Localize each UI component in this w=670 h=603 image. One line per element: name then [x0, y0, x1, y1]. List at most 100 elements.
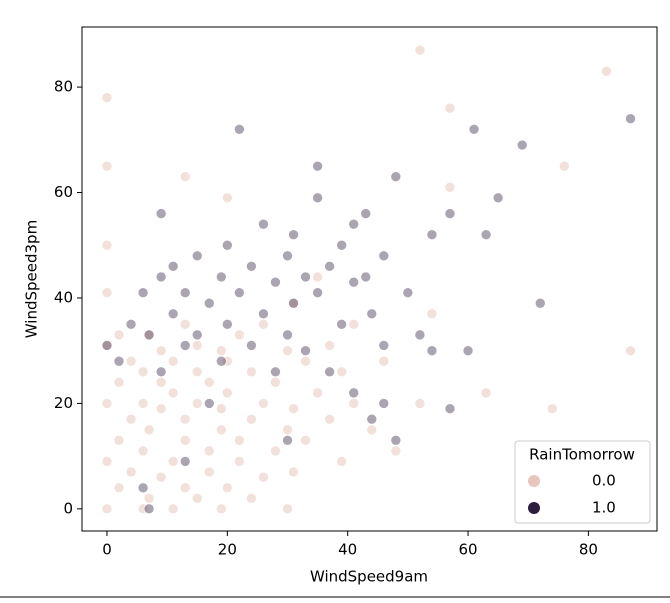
scatter-point: [462, 345, 474, 356]
scatter-point: [101, 398, 113, 409]
x-tick-label: 20: [218, 541, 237, 559]
scatter-point: [203, 297, 215, 309]
scatter-point: [167, 308, 179, 320]
scatter-point: [222, 355, 233, 367]
legend-label: 1.0: [592, 499, 616, 517]
scatter-point: [414, 398, 426, 409]
scatter-point: [125, 466, 137, 478]
scatter-point: [191, 493, 203, 504]
scatter-point: [216, 403, 227, 414]
scatter-point: [234, 435, 245, 446]
scatter-point: [143, 493, 155, 504]
scatter-point: [222, 319, 233, 330]
scatter-point: [101, 92, 113, 103]
scatter-point: [155, 377, 167, 388]
scatter-point: [270, 445, 281, 457]
scatter-point: [492, 192, 504, 204]
scatter-point: [426, 308, 438, 320]
scatter-point: [402, 287, 414, 299]
scatter-point: [390, 445, 402, 457]
scatter-point: [414, 329, 426, 341]
scatter-point: [191, 340, 203, 351]
plot-area: [101, 44, 636, 515]
scatter-point: [101, 160, 113, 172]
scatter-point: [444, 181, 456, 193]
scatter-point: [101, 340, 113, 351]
scatter-point: [234, 287, 245, 299]
scatter-point: [288, 297, 299, 309]
scatter-point: [300, 355, 311, 367]
scatter-point: [155, 208, 167, 219]
scatter-point: [113, 377, 125, 388]
scatter-point: [348, 218, 360, 230]
legend: RainTomorrow 0.0 1.0: [514, 440, 651, 524]
scatter-point: [155, 345, 167, 356]
x-tick-label: 40: [338, 541, 357, 559]
scatter-point: [258, 398, 269, 409]
scatter-point: [378, 398, 390, 409]
scatter-point: [480, 387, 492, 399]
scatter-point: [216, 345, 227, 356]
scatter-point: [101, 503, 113, 515]
scatter-point: [222, 482, 233, 494]
scatter-point: [137, 366, 149, 378]
scatter-point: [191, 398, 203, 409]
scatter-point: [258, 308, 269, 320]
scatter-point: [336, 319, 347, 330]
scatter-point: [300, 271, 311, 283]
scatter-point: [137, 503, 149, 515]
x-axis-label: WindSpeed9am: [310, 568, 428, 586]
scatter-point: [101, 456, 113, 467]
scatter-point: [390, 435, 402, 446]
scatter-point: [282, 424, 293, 436]
scatter-point: [222, 387, 233, 399]
scatter-point: [143, 329, 155, 341]
scatter-point: [143, 424, 155, 436]
y-tick-label: 0: [63, 499, 73, 517]
scatter-point: [101, 287, 113, 299]
scatter-point: [101, 239, 113, 251]
scatter-point: [246, 493, 257, 504]
scatter-point: [312, 271, 323, 283]
scatter-point: [324, 413, 335, 425]
scatter-point: [246, 366, 257, 378]
scatter-point: [125, 413, 137, 425]
scatter-point: [414, 44, 426, 56]
scatter-point: [468, 123, 480, 135]
scatter-point: [312, 387, 323, 399]
scatter-point: [179, 435, 191, 446]
scatter-point: [234, 329, 245, 341]
scatter-point: [203, 445, 215, 457]
scatter-point: [191, 250, 203, 262]
scatter-point: [270, 276, 281, 288]
scatter-point: [348, 398, 360, 409]
scatter-point: [258, 319, 269, 330]
scatter-point: [426, 345, 438, 356]
scatter-point: [625, 345, 636, 356]
scatter-point: [625, 113, 636, 125]
scatter-point: [113, 435, 125, 446]
scatter-point: [216, 271, 227, 283]
scatter-point: [222, 192, 233, 204]
scatter-point: [312, 160, 323, 172]
scatter-point: [288, 403, 299, 414]
scatter-point: [480, 229, 492, 241]
scatter-point: [155, 471, 167, 483]
scatter-point: [137, 482, 149, 494]
scatter-point: [282, 345, 293, 356]
scatter-point: [288, 466, 299, 478]
scatter-point: [113, 355, 125, 367]
scatter-point: [282, 329, 293, 341]
scatter-point: [426, 229, 438, 241]
legend-marker: [528, 475, 540, 487]
scatter-point: [137, 445, 149, 457]
scatter-point: [155, 403, 167, 414]
scatter-point: [559, 160, 570, 172]
scatter-point: [601, 65, 612, 77]
x-tick-label: 60: [458, 541, 477, 559]
scatter-point: [179, 171, 191, 183]
scatter-point: [282, 250, 293, 262]
scatter-point: [312, 287, 323, 299]
legend-title: RainTomorrow: [529, 446, 635, 464]
scatter-point: [324, 366, 335, 378]
